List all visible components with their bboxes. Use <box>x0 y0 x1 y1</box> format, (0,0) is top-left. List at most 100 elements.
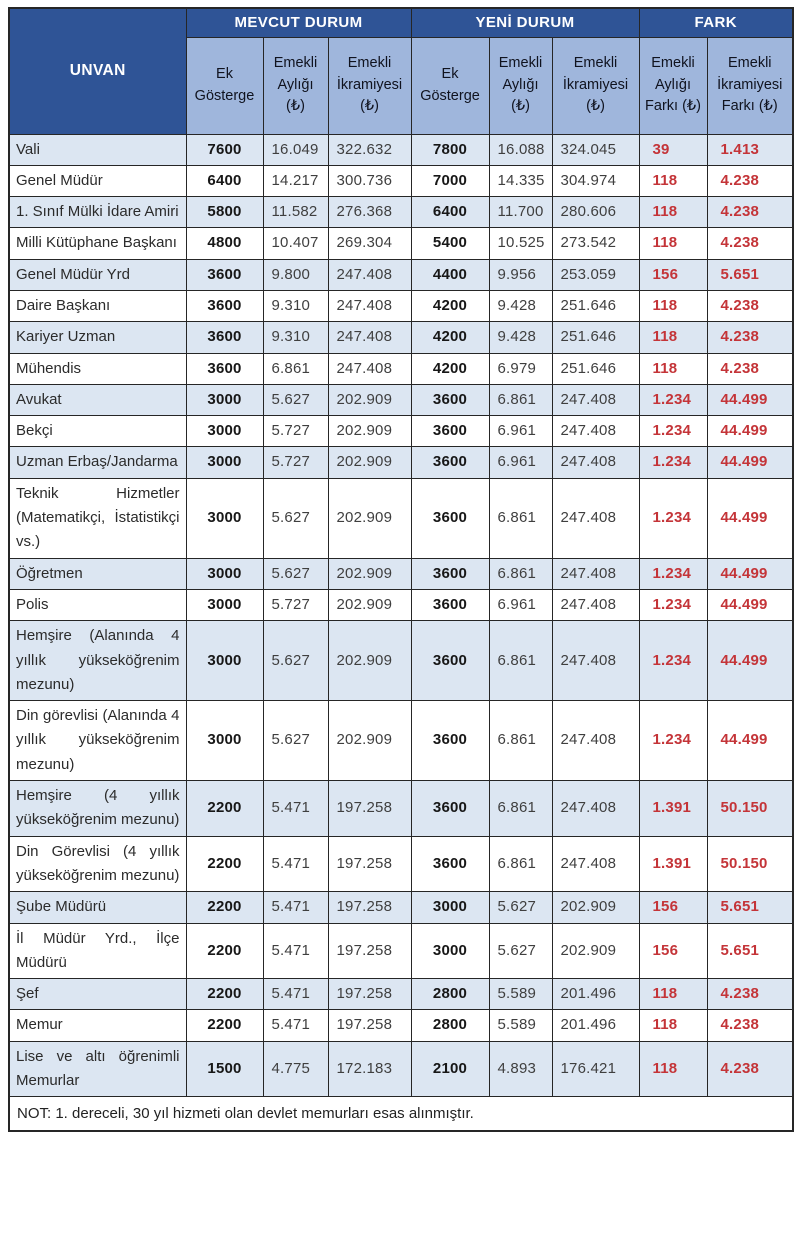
cell-mevcut-emekli-ayligi: 5.471 <box>262 922 329 980</box>
cell-yeni-ek-gosterge: 2800 <box>410 978 490 1011</box>
cell-yeni-ek-gosterge: 3600 <box>410 415 490 448</box>
cell-mevcut-emekli-ikramiyesi: 322.632 <box>327 133 412 166</box>
cell-mevcut-emekli-ayligi: 5.471 <box>262 835 329 893</box>
cell-fark-emekli-ayligi: 156 <box>638 922 708 980</box>
cell-unvan: Bekçi <box>8 415 187 448</box>
cell-mevcut-ek-gosterge: 3000 <box>185 588 264 622</box>
table-row: Milli Kütüphane Başkanı 4800 10.407 269.304… <box>8 227 794 260</box>
cell-fark-emekli-ayligi: 118 <box>638 196 708 229</box>
cell-unvan: İl Müdür Yrd., İlçe Müdürü <box>8 922 187 980</box>
sub-header-1: Emekli Aylığı (₺) <box>262 36 329 135</box>
cell-yeni-emekli-ayligi: 6.861 <box>488 477 553 559</box>
cell-yeni-ek-gosterge: 2800 <box>410 1009 490 1042</box>
cell-yeni-ek-gosterge: 3600 <box>410 557 490 590</box>
cell-yeni-emekli-ayligi: 9.428 <box>488 321 553 354</box>
cell-fark-emekli-ayligi: 118 <box>638 1040 708 1098</box>
cell-mevcut-emekli-ayligi: 5.471 <box>262 891 329 924</box>
cell-unvan: Hemşire (4 yıllık yükseköğrenim mezunu) <box>8 780 187 837</box>
cell-unvan: Lise ve altı öğrenimli Memurlar <box>8 1040 187 1098</box>
cell-yeni-emekli-ayligi: 9.956 <box>488 258 553 291</box>
cell-unvan: Şef <box>8 978 187 1011</box>
cell-yeni-emekli-ikramiyesi: 247.408 <box>551 620 640 702</box>
cell-mevcut-ek-gosterge: 4800 <box>185 227 264 260</box>
table-footer: NOT: 1. dereceli, 30 yıl hizmeti olan de… <box>8 1096 794 1132</box>
cell-mevcut-emekli-ikramiyesi: 172.183 <box>327 1040 412 1098</box>
cell-mevcut-emekli-ayligi: 5.727 <box>262 415 329 448</box>
table-row: Mühendis 3600 6.861 247.408 4200 6.979 251.646… <box>8 352 794 385</box>
cell-mevcut-ek-gosterge: 3600 <box>185 321 264 354</box>
cell-unvan: Memur <box>8 1009 187 1042</box>
sub-header-0: Ek Gösterge <box>185 36 264 135</box>
cell-yeni-emekli-ayligi: 6.979 <box>488 352 553 385</box>
table-row: Polis 3000 5.727 202.909 3600 6.961 247.408 1.2… <box>8 588 794 622</box>
cell-yeni-emekli-ikramiyesi: 247.408 <box>551 700 640 782</box>
table-row: Din Görevlisi (4 yıllık yükseköğrenim me… <box>8 835 794 893</box>
cell-mevcut-emekli-ayligi: 5.627 <box>262 383 329 417</box>
cell-unvan: 1. Sınıf Mülki İdare Amiri <box>8 196 187 229</box>
cell-mevcut-emekli-ayligi: 5.627 <box>262 557 329 590</box>
cell-yeni-emekli-ayligi: 5.589 <box>488 978 553 1011</box>
cell-yeni-emekli-ayligi: 5.627 <box>488 891 553 924</box>
cell-fark-emekli-ayligi: 118 <box>638 289 708 323</box>
cell-fark-emekli-ikramiyesi: 4.238 <box>706 978 794 1011</box>
cell-yeni-emekli-ayligi: 6.861 <box>488 835 553 893</box>
cell-yeni-emekli-ikramiyesi: 251.646 <box>551 321 640 354</box>
table-body: Vali 7600 16.049 322.632 7800 16.088 324.045 39… <box>8 133 794 1098</box>
cell-yeni-emekli-ikramiyesi: 176.421 <box>551 1040 640 1098</box>
cell-yeni-ek-gosterge: 3600 <box>410 780 490 837</box>
cell-fark-emekli-ikramiyesi: 50.150 <box>706 780 794 837</box>
cell-mevcut-emekli-ikramiyesi: 202.909 <box>327 383 412 417</box>
cell-fark-emekli-ikramiyesi: 44.499 <box>706 557 794 590</box>
cell-fark-emekli-ayligi: 118 <box>638 352 708 385</box>
cell-unvan: Vali <box>8 133 187 166</box>
cell-yeni-emekli-ikramiyesi: 202.909 <box>551 891 640 924</box>
cell-mevcut-ek-gosterge: 3000 <box>185 557 264 590</box>
cell-mevcut-ek-gosterge: 2200 <box>185 835 264 893</box>
cell-unvan: Mühendis <box>8 352 187 385</box>
table-row: Daire Başkanı 3600 9.310 247.408 4200 9.428 25… <box>8 289 794 323</box>
cell-yeni-emekli-ikramiyesi: 280.606 <box>551 196 640 229</box>
cell-fark-emekli-ikramiyesi: 5.651 <box>706 922 794 980</box>
cell-fark-emekli-ayligi: 156 <box>638 258 708 291</box>
sub-header-4: Emekli Aylığı (₺) <box>488 36 553 135</box>
cell-yeni-emekli-ikramiyesi: 201.496 <box>551 1009 640 1042</box>
cell-fark-emekli-ikramiyesi: 4.238 <box>706 164 794 198</box>
cell-yeni-ek-gosterge: 3600 <box>410 588 490 622</box>
cell-fark-emekli-ikramiyesi: 44.499 <box>706 620 794 702</box>
cell-yeni-emekli-ayligi: 6.861 <box>488 557 553 590</box>
cell-yeni-ek-gosterge: 3000 <box>410 922 490 980</box>
table-row: Teknik Hizmetler (Matematikçi, İstatisti… <box>8 477 794 559</box>
cell-fark-emekli-ayligi: 118 <box>638 227 708 260</box>
cell-mevcut-emekli-ikramiyesi: 247.408 <box>327 321 412 354</box>
cell-fark-emekli-ikramiyesi: 4.238 <box>706 352 794 385</box>
note-row: NOT: 1. dereceli, 30 yıl hizmeti olan de… <box>8 1096 794 1132</box>
cell-yeni-ek-gosterge: 3600 <box>410 446 490 479</box>
cell-mevcut-emekli-ikramiyesi: 202.909 <box>327 446 412 479</box>
cell-fark-emekli-ikramiyesi: 44.499 <box>706 415 794 448</box>
table-row: Öğretmen 3000 5.627 202.909 3600 6.861 247.408… <box>8 557 794 590</box>
cell-mevcut-emekli-ikramiyesi: 197.258 <box>327 891 412 924</box>
cell-mevcut-emekli-ikramiyesi: 276.368 <box>327 196 412 229</box>
cell-mevcut-emekli-ikramiyesi: 197.258 <box>327 922 412 980</box>
table-row: Memur 2200 5.471 197.258 2800 5.589 201.496 118… <box>8 1009 794 1042</box>
cell-fark-emekli-ikramiyesi: 44.499 <box>706 700 794 782</box>
cell-fark-emekli-ikramiyesi: 4.238 <box>706 1040 794 1098</box>
cell-fark-emekli-ikramiyesi: 44.499 <box>706 477 794 559</box>
cell-mevcut-emekli-ayligi: 5.471 <box>262 780 329 837</box>
cell-yeni-emekli-ayligi: 6.961 <box>488 588 553 622</box>
cell-fark-emekli-ayligi: 1.391 <box>638 780 708 837</box>
cell-mevcut-emekli-ikramiyesi: 300.736 <box>327 164 412 198</box>
cell-mevcut-ek-gosterge: 1500 <box>185 1040 264 1098</box>
cell-fark-emekli-ikramiyesi: 4.238 <box>706 289 794 323</box>
cell-fark-emekli-ikramiyesi: 50.150 <box>706 835 794 893</box>
cell-yeni-emekli-ayligi: 10.525 <box>488 227 553 260</box>
table-row: Hemşire (Alanında 4 yıllık yükseköğrenim… <box>8 620 794 702</box>
table-header: UNVAN MEVCUT DURUM YENİ DURUM FARK Ek Gö… <box>8 7 794 135</box>
cell-mevcut-emekli-ayligi: 10.407 <box>262 227 329 260</box>
cell-yeni-ek-gosterge: 3000 <box>410 891 490 924</box>
table-row: Vali 7600 16.049 322.632 7800 16.088 324.045 39… <box>8 133 794 166</box>
cell-yeni-ek-gosterge: 3600 <box>410 700 490 782</box>
cell-mevcut-ek-gosterge: 3600 <box>185 289 264 323</box>
cell-fark-emekli-ikramiyesi: 5.651 <box>706 258 794 291</box>
cell-yeni-emekli-ikramiyesi: 251.646 <box>551 289 640 323</box>
